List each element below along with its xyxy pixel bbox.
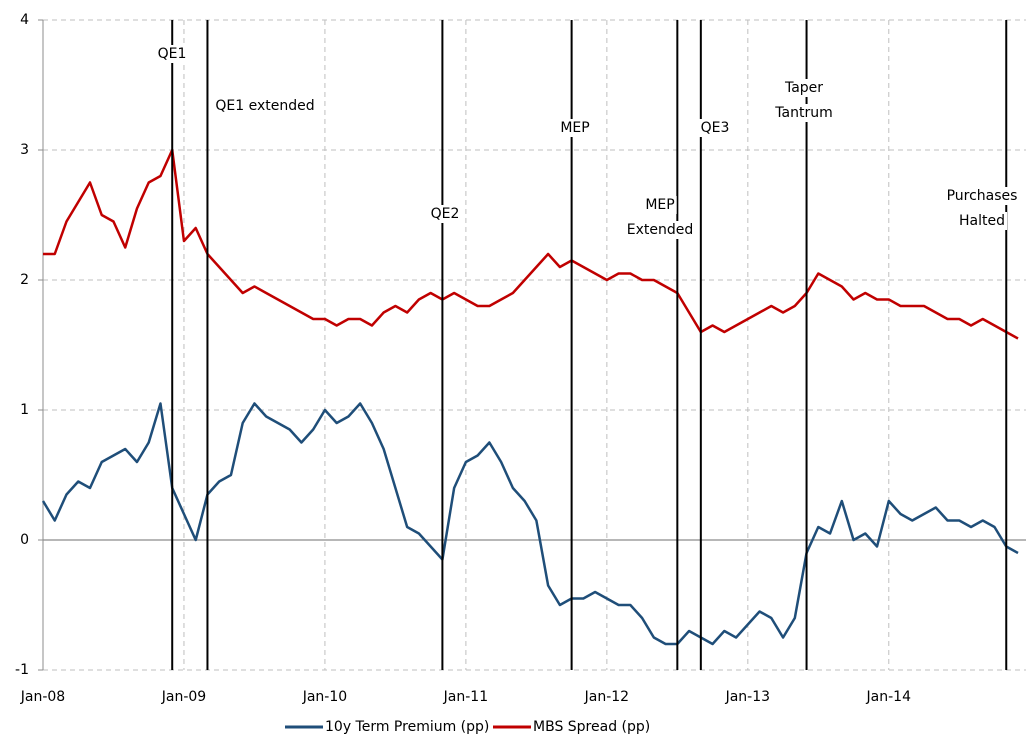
event-label: QE2 xyxy=(431,206,460,222)
legend-label: MBS Spread (pp) xyxy=(533,719,650,735)
event-label: Extended xyxy=(627,222,694,238)
event-label-bg xyxy=(643,196,677,214)
event-label-bg xyxy=(428,205,462,223)
event-label: QE1 xyxy=(158,46,187,62)
y-tick-label: 3 xyxy=(20,142,29,158)
y-tick-label: 1 xyxy=(20,402,29,418)
event-label: Tantrum xyxy=(774,105,832,121)
x-tick-label: Jan-12 xyxy=(584,689,629,705)
x-tick-label: Jan-13 xyxy=(725,689,770,705)
series-line xyxy=(41,402,1019,646)
event-label: MEP xyxy=(645,197,674,213)
event-label: Taper xyxy=(784,80,823,96)
event-label-bg xyxy=(624,221,696,239)
x-tick-label: Jan-14 xyxy=(866,689,912,705)
x-tick-label: Jan-09 xyxy=(161,689,206,705)
x-tick-label: Jan-10 xyxy=(302,689,347,705)
y-tick-label: -1 xyxy=(15,662,29,678)
event-label-bg xyxy=(213,97,317,115)
event-label-bg xyxy=(772,104,835,122)
x-tick-label: Jan-08 xyxy=(20,689,65,705)
event-label: Halted xyxy=(959,213,1005,229)
event-label-bg xyxy=(155,45,189,63)
event-label-bg xyxy=(781,79,826,97)
event-label-bg xyxy=(944,187,1020,205)
event-label-bg xyxy=(698,119,732,137)
event-label: MEP xyxy=(560,120,589,136)
y-tick-label: 2 xyxy=(20,272,29,288)
legend-label: 10y Term Premium (pp) xyxy=(325,719,489,735)
event-label: QE3 xyxy=(701,120,730,136)
event-label: QE1 extended xyxy=(215,98,314,114)
series-line xyxy=(43,148,1019,340)
y-tick-label: 0 xyxy=(20,532,29,548)
event-label: Purchases xyxy=(947,188,1018,204)
event-label-bg xyxy=(558,119,592,137)
x-tick-label: Jan-11 xyxy=(443,689,488,705)
event-label-bg xyxy=(957,212,1007,230)
y-tick-label: 4 xyxy=(20,12,29,28)
